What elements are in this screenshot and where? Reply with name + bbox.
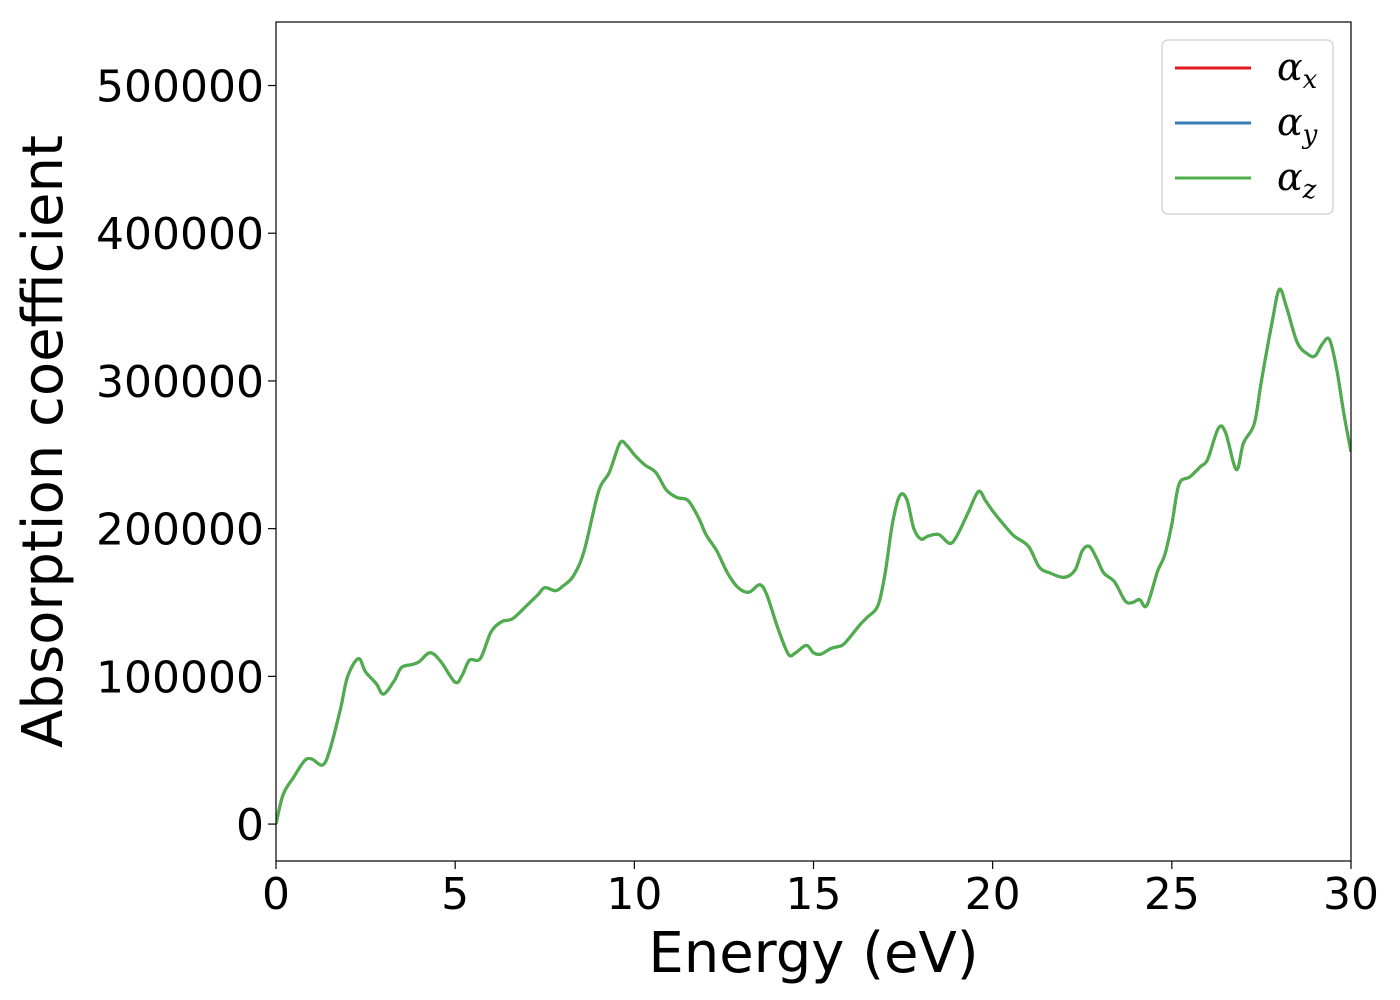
series-layer <box>276 287 1351 825</box>
y-tick-label: 0 <box>236 800 264 851</box>
legend-box <box>1161 39 1334 215</box>
x-tick-label: 15 <box>786 869 842 920</box>
y-tick-label: 500000 <box>96 62 264 113</box>
x-axis-label: Energy (eV) <box>648 921 978 986</box>
y-tick-label: 200000 <box>96 505 264 556</box>
y-tick-label: 100000 <box>96 652 264 703</box>
series-line-z <box>276 287 1351 825</box>
series-line-x <box>276 287 1351 825</box>
x-tick-label: 0 <box>262 869 290 920</box>
legend-entry-label: αx <box>1277 45 1318 95</box>
x-tick-label: 25 <box>1144 869 1200 920</box>
y-tick-label: 400000 <box>96 209 264 260</box>
x-tick-label: 5 <box>441 869 469 920</box>
x-tick-label: 30 <box>1323 869 1379 920</box>
series-line-y <box>276 287 1351 825</box>
y-tick-label: 300000 <box>96 357 264 408</box>
x-tick-label: 10 <box>606 869 662 920</box>
ticks-layer: 0 5 10 15 20 25 30 0 100000 200000 300000 400000 500… <box>96 62 1379 920</box>
x-tick-label: 20 <box>965 869 1021 920</box>
legend-entry-label: αy <box>1277 100 1318 150</box>
legend-entry-label: αz <box>1277 155 1317 205</box>
y-axis-label: Absorption coefficient <box>11 135 76 748</box>
